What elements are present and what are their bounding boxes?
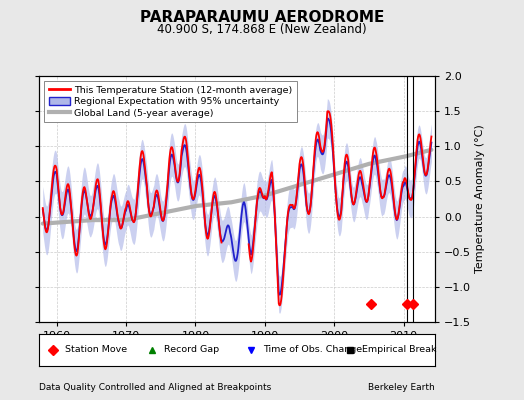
Legend: This Temperature Station (12-month average), Regional Expectation with 95% uncer: This Temperature Station (12-month avera… — [44, 81, 297, 122]
Text: Data Quality Controlled and Aligned at Breakpoints: Data Quality Controlled and Aligned at B… — [39, 383, 271, 392]
Text: Empirical Break: Empirical Break — [362, 346, 436, 354]
Text: Record Gap: Record Gap — [164, 346, 219, 354]
Text: Station Move: Station Move — [65, 346, 127, 354]
Text: Time of Obs. Change: Time of Obs. Change — [263, 346, 362, 354]
Text: 40.900 S, 174.868 E (New Zealand): 40.900 S, 174.868 E (New Zealand) — [157, 24, 367, 36]
Text: PARAPARAUMU AERODROME: PARAPARAUMU AERODROME — [140, 10, 384, 26]
Y-axis label: Temperature Anomaly (°C): Temperature Anomaly (°C) — [475, 125, 485, 273]
Text: Berkeley Earth: Berkeley Earth — [368, 383, 435, 392]
